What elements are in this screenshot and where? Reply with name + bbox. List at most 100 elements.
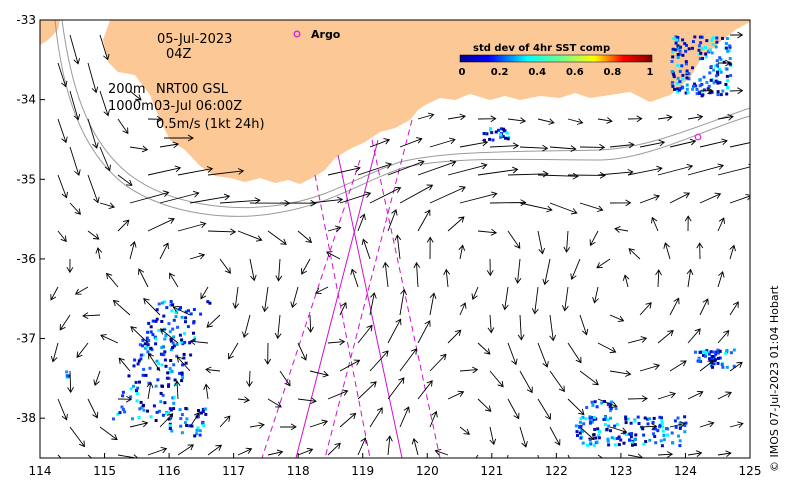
current-arrow (117, 174, 133, 186)
sst-pixel (676, 416, 680, 420)
current-arrow (159, 242, 169, 260)
sst-pixel (613, 437, 616, 441)
current-arrow (117, 219, 130, 232)
sst-pixel (712, 362, 716, 366)
sst-pixel (589, 442, 593, 446)
sst-pixel (161, 413, 165, 417)
sst-pixel (704, 46, 707, 49)
sst-pixel (168, 370, 172, 374)
sst-pixel (685, 87, 689, 91)
current-arrow (489, 370, 504, 388)
current-arrow (729, 244, 736, 260)
sst-pixel (598, 430, 601, 433)
sst-pixel (617, 443, 621, 447)
current-arrow (207, 444, 223, 456)
current-arrow (357, 437, 367, 456)
current-arrow (228, 342, 239, 360)
sst-pixel (163, 350, 167, 354)
current-arrow (458, 244, 466, 260)
current-arrow (537, 342, 549, 368)
sst-pixel (633, 443, 637, 447)
sst-pixel (594, 417, 598, 421)
current-arrow (717, 450, 732, 458)
sst-pixel (169, 303, 173, 307)
colorbar-tick-label: 0.2 (491, 67, 509, 78)
sst-pixel (593, 400, 597, 404)
sst-pixel (152, 404, 156, 408)
current-arrow (369, 350, 389, 372)
sst-pixel (683, 424, 687, 427)
sst-pixel (678, 422, 682, 425)
sst-pixel (666, 433, 669, 437)
sst-pixel (170, 309, 174, 313)
sst-pixel (699, 41, 703, 45)
current-arrow (622, 274, 630, 288)
current-arrow (579, 426, 595, 441)
sst-pixel (629, 421, 633, 425)
sst-pixel (726, 49, 730, 53)
sst-pixel (165, 306, 169, 310)
current-arrow (413, 261, 421, 288)
current-arrow (657, 163, 694, 176)
sst-pixel (180, 340, 184, 344)
sst-pixel (633, 438, 637, 442)
sst-pixel (729, 351, 733, 355)
sst-pixel (184, 310, 188, 314)
current-arrow (117, 395, 133, 403)
current-arrow (177, 444, 195, 456)
sst-pixel (155, 317, 159, 321)
current-arrow (309, 419, 329, 428)
sst-pixel (686, 91, 690, 95)
sst-pixel (676, 53, 680, 56)
sst-pixel (504, 136, 507, 140)
current-arrow (57, 62, 68, 88)
sst-pixel (127, 374, 131, 378)
current-arrow (267, 449, 284, 457)
sst-pixel (717, 351, 720, 355)
plot-frame (39, 19, 751, 459)
sst-pixel (141, 338, 145, 342)
sst-pixel (201, 421, 204, 425)
current-arrow (459, 302, 467, 316)
current-arrow (447, 390, 465, 400)
current-arrow (69, 90, 81, 121)
sst-pixel (681, 38, 685, 42)
current-arrow (717, 163, 750, 176)
sst-pixel (591, 416, 595, 419)
sst-pixel (695, 92, 699, 96)
sst-pixel (499, 127, 503, 131)
sst-pixel (727, 49, 731, 53)
sst-pixel (167, 417, 171, 421)
sst-pixel (699, 51, 703, 55)
sst-pixel (579, 436, 583, 440)
current-arrow (129, 190, 170, 204)
sst-pixel (687, 72, 691, 76)
current-arrow (519, 426, 528, 448)
sst-pixel (149, 346, 153, 350)
sst-pixel (609, 416, 613, 420)
current-arrow (429, 186, 466, 204)
sst-pixel (141, 344, 144, 348)
current-arrow (176, 356, 191, 372)
sst-pixel (700, 82, 704, 86)
current-arrow (501, 286, 509, 311)
sst-pixel (65, 370, 69, 374)
sst-pixel (159, 400, 163, 404)
current-arrow (387, 159, 425, 176)
sst-pixel (710, 38, 714, 42)
current-arrow (717, 270, 725, 288)
sst-pixel (112, 417, 115, 421)
x-tick-label: 114 (29, 464, 52, 478)
sst-pixel (138, 407, 142, 411)
sst-pixel (683, 415, 687, 419)
sst-pixel (192, 331, 195, 335)
sst-pixel (693, 35, 697, 39)
current-arrow (686, 268, 694, 288)
current-arrow (549, 426, 561, 446)
current-arrow (339, 359, 361, 372)
sst-pixel (155, 359, 159, 363)
current-arrow (561, 286, 569, 312)
sst-pixel (711, 355, 714, 358)
sst-pixel (172, 407, 176, 411)
sst-pixel (681, 77, 685, 81)
